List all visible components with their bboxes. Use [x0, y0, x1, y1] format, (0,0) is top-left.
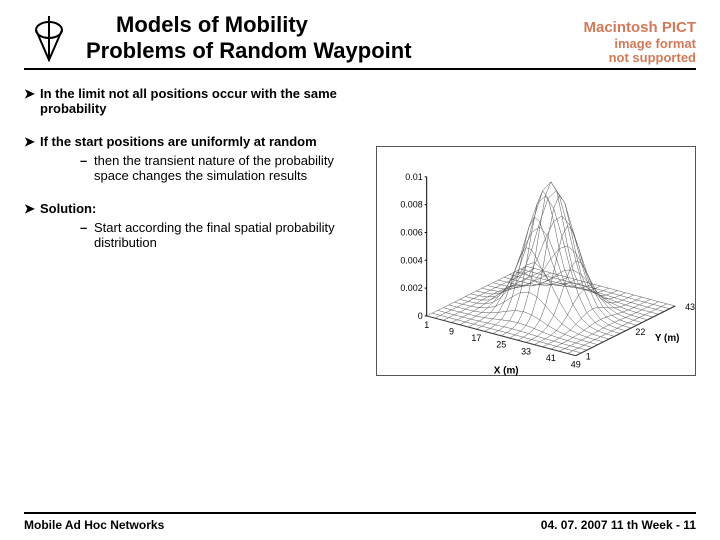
svg-text:1: 1: [424, 320, 429, 330]
bullet-item: ➤ Solution: – Start according the final …: [24, 201, 368, 250]
slide: Models of Mobility Problems of Random Wa…: [0, 0, 720, 540]
svg-text:0.006: 0.006: [400, 227, 422, 237]
svg-text:33: 33: [521, 346, 531, 356]
mac-pict-notice: Macintosh PICT image format not supporte…: [583, 20, 696, 65]
svg-text:0.004: 0.004: [400, 255, 422, 265]
svg-text:X (m): X (m): [494, 366, 519, 376]
svg-text:Y (m): Y (m): [655, 333, 680, 344]
bullet-text: If the start positions are uniformly at …: [40, 134, 340, 149]
footer-left: Mobile Ad Hoc Networks: [24, 518, 164, 532]
svg-text:0.008: 0.008: [400, 200, 422, 210]
svg-text:17: 17: [471, 333, 481, 343]
svg-text:49: 49: [571, 360, 581, 370]
surface-chart: 0.01 0.008 0.006 0.004 0.002 0 1 9 17 25 33 41 49 1…: [376, 146, 696, 376]
bullet-text: In the limit not all positions occur wit…: [40, 86, 340, 116]
bullet-item: ➤ If the start positions are uniformly a…: [24, 134, 368, 183]
svg-text:25: 25: [496, 340, 506, 350]
bullet-mark-icon: ➤: [24, 134, 40, 183]
svg-text:41: 41: [546, 353, 556, 363]
svg-text:22: 22: [635, 327, 645, 337]
figure-column: 0.01 0.008 0.006 0.004 0.002 0 1 9 17 25 33 41 49 1…: [376, 86, 696, 376]
svg-text:0.002: 0.002: [400, 283, 422, 293]
body: ➤ In the limit not all positions occur w…: [24, 86, 696, 376]
bullet-mark-icon: ➤: [24, 86, 40, 116]
mac-pict-line1: Macintosh PICT: [583, 20, 696, 37]
bullet-text: Solution:: [40, 201, 340, 216]
footer-right: 04. 07. 2007 11 th Week - 11: [541, 518, 696, 532]
svg-text:9: 9: [449, 326, 454, 336]
svg-text:0: 0: [418, 311, 423, 321]
footer: Mobile Ad Hoc Networks 04. 07. 2007 11 t…: [24, 512, 696, 532]
bullet-mark-icon: ➤: [24, 201, 40, 250]
chart-svg: 0.01 0.008 0.006 0.004 0.002 0 1 9 17 25 33 41 49 1…: [377, 147, 695, 376]
svg-text:0.01: 0.01: [405, 172, 422, 182]
sub-bullet: – Start according the final spatial prob…: [80, 220, 364, 250]
sub-bullet-text: then the transient nature of the probabi…: [94, 153, 364, 183]
sub-bullet: – then the transient nature of the proba…: [80, 153, 364, 183]
svg-text:1: 1: [586, 352, 591, 362]
dash-icon: –: [80, 153, 94, 183]
sub-bullet-text: Start according the final spatial probab…: [94, 220, 364, 250]
text-column: ➤ In the limit not all positions occur w…: [24, 86, 368, 376]
bullet-item: ➤ In the limit not all positions occur w…: [24, 86, 368, 116]
logo: [24, 12, 74, 62]
mac-pict-line2: image format: [583, 37, 696, 51]
dash-icon: –: [80, 220, 94, 250]
mac-pict-line3: not supported: [583, 51, 696, 65]
svg-text:43: 43: [685, 302, 695, 312]
